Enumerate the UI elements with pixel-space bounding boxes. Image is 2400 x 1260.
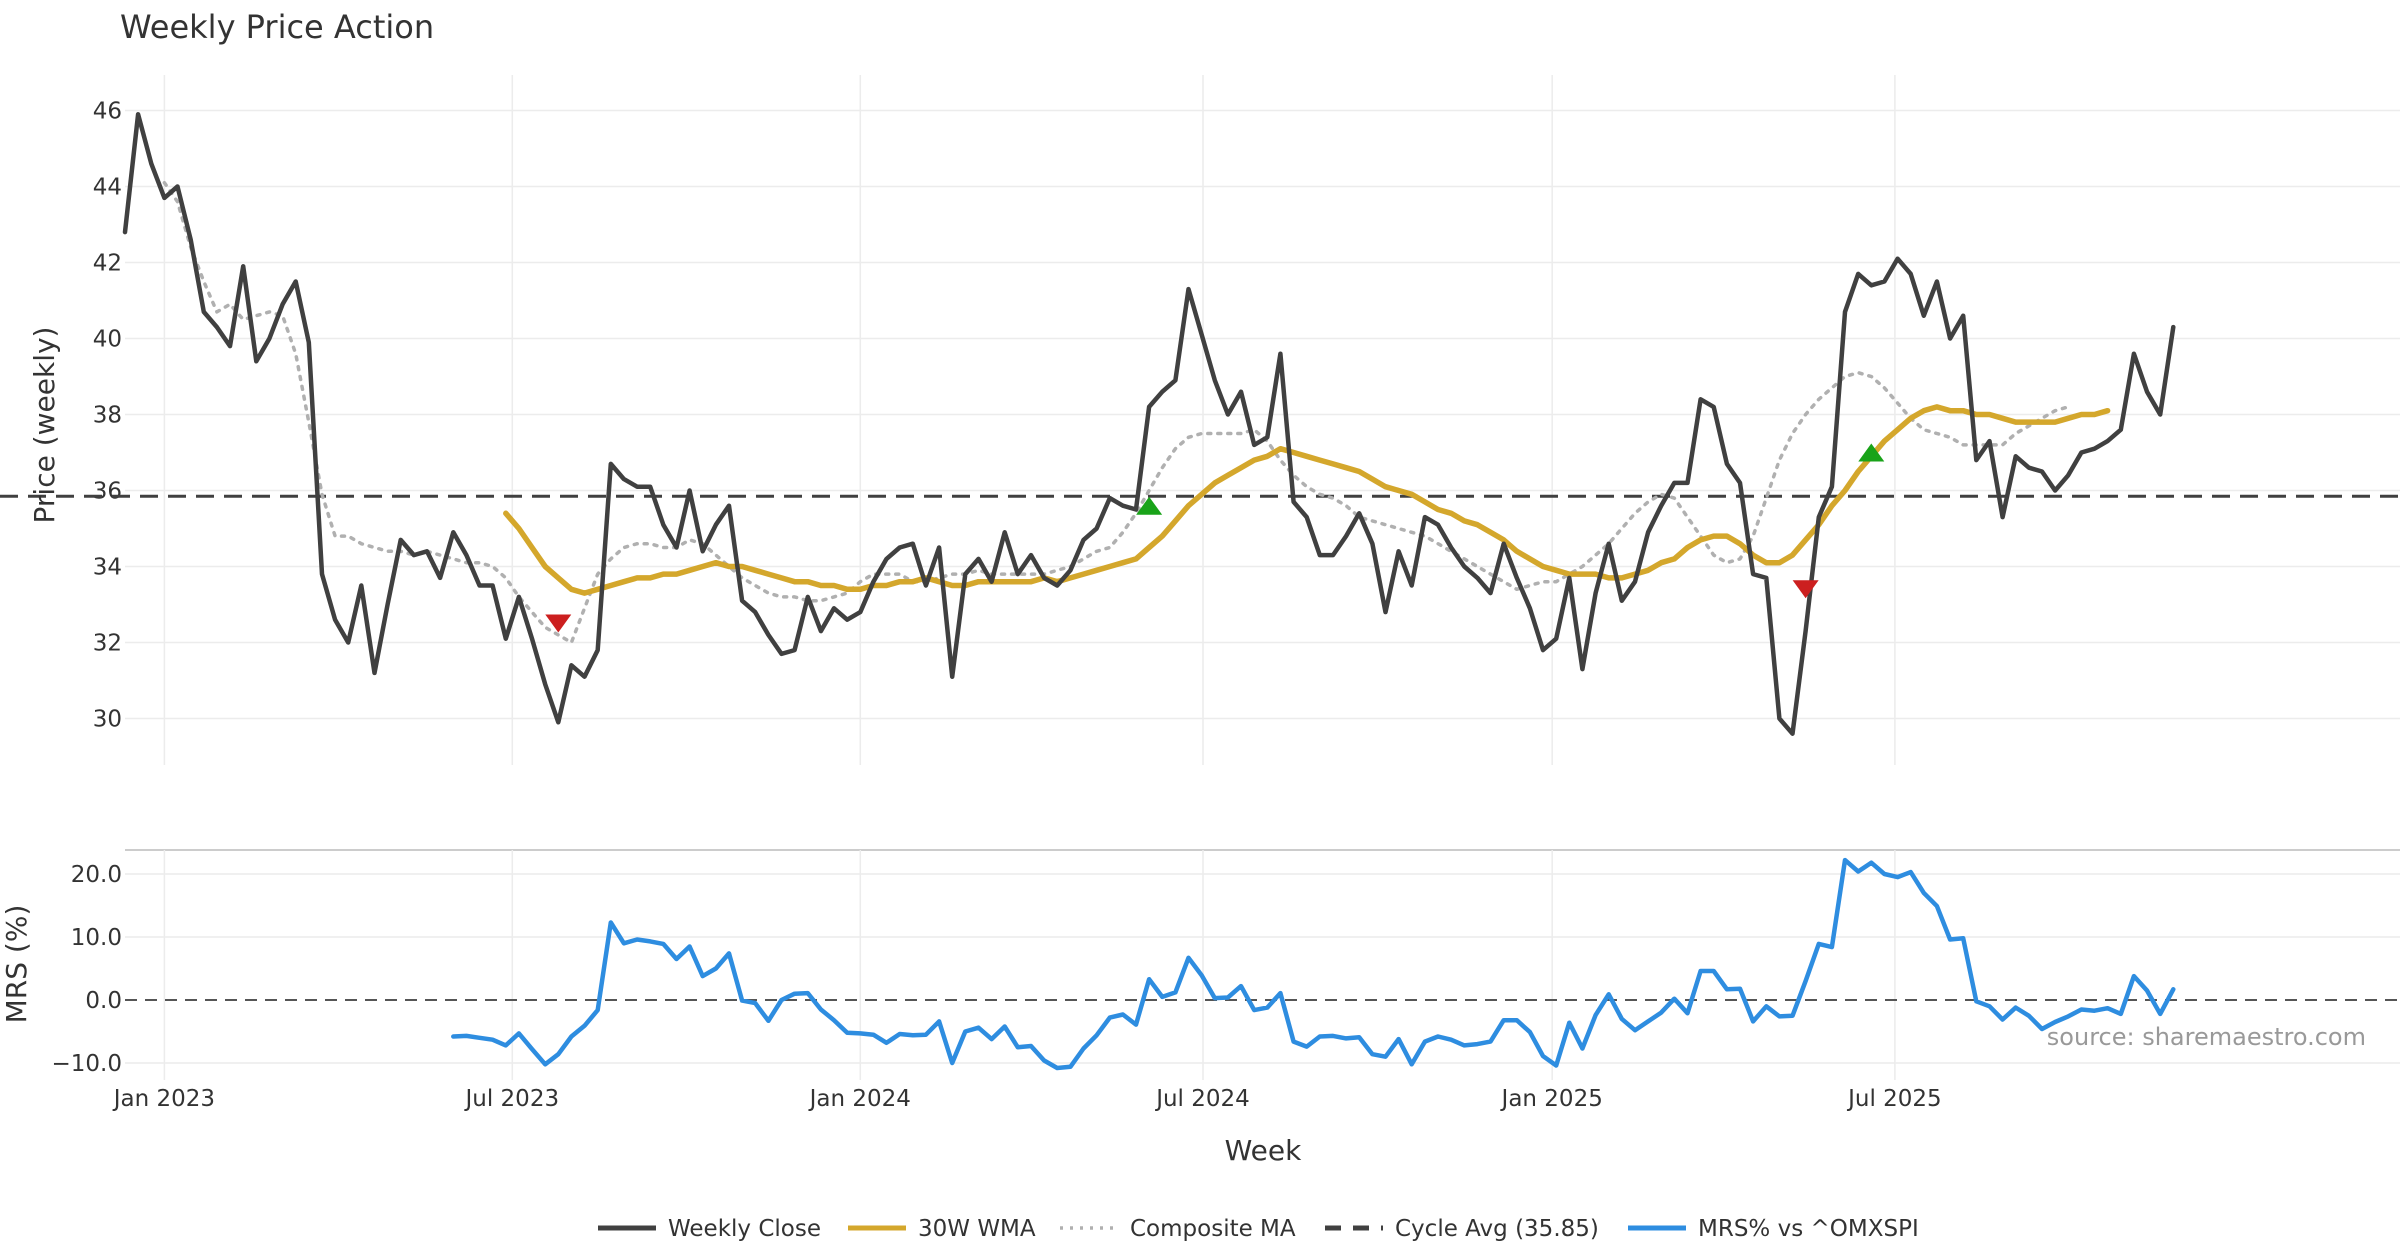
legend-item: Weekly Close (598, 1216, 821, 1242)
legend-item: Composite MA (1060, 1216, 1296, 1242)
legend-item: 30W WMA (848, 1216, 1036, 1242)
mrs-y-tick-label: 10.0 (71, 925, 122, 951)
price-y-tick-label: 30 (93, 707, 122, 733)
mrs-gridlines (125, 850, 2400, 1080)
legend-label: Cycle Avg (35.85) (1395, 1216, 1599, 1242)
mrs-y-axis-label: MRS (%) (0, 905, 33, 1024)
buy-signal-marker (1136, 496, 1163, 515)
x-tick-label: Jan 2025 (1500, 1086, 1603, 1112)
x-tick-label: Jul 2025 (1846, 1086, 1942, 1112)
price-y-tick-label: 36 (93, 479, 122, 505)
mrs-line (451, 857, 2176, 1071)
x-axis-label: Week (1225, 1134, 1302, 1167)
x-ticks: Jan 2023 Jul 2023 Jan 2024 Jul 2024 Jan 2025… (112, 1086, 1942, 1112)
price-y-tick-label: 42 (93, 251, 122, 277)
price-y-tick-label: 38 (93, 403, 122, 429)
price-gridlines (125, 75, 2400, 765)
x-tick-label: Jul 2024 (1154, 1086, 1250, 1112)
mrs-y-tick-label: 0.0 (85, 988, 122, 1014)
sell-signal-marker (545, 614, 572, 633)
price-y-ticks: 30 32 34 36 38 40 42 44 46 (93, 99, 122, 733)
price-y-tick-label: 44 (93, 175, 122, 201)
price-y-tick-label: 34 (93, 555, 122, 581)
price-y-tick-label: 32 (93, 631, 122, 657)
x-tick-label: Jan 2024 (808, 1086, 911, 1112)
mrs-y-ticks: 20.0 10.0 0.0 −10.0 (52, 862, 122, 1077)
buy-signal-marker (1858, 443, 1885, 462)
legend-label: Weekly Close (668, 1216, 821, 1242)
price-y-tick-label: 46 (93, 99, 122, 125)
legend-label: MRS% vs ^OMXSPI (1698, 1216, 1919, 1242)
legend-label: Composite MA (1130, 1216, 1296, 1242)
mrs-y-tick-label: −10.0 (52, 1051, 122, 1077)
source-watermark: source: sharemaestro.com (2047, 1023, 2366, 1051)
mrs-panel: 20.0 10.0 0.0 −10.0 MRS (%) source: sharema… (0, 849, 2400, 1080)
mrs-y-tick-label: 20.0 (71, 862, 122, 888)
sell-signal-marker (1792, 580, 1819, 599)
price-y-tick-label: 40 (93, 327, 122, 353)
legend-item: MRS% vs ^OMXSPI (1628, 1216, 1919, 1242)
30w-wma-line (503, 404, 2111, 596)
price-panel: 30 32 34 36 38 40 42 44 46 Price (weekly) (0, 75, 2400, 765)
chart-title: Weekly Price Action (120, 8, 434, 46)
x-tick-label: Jan 2023 (112, 1086, 215, 1112)
weekly-close-line (122, 112, 2176, 736)
x-tick-label: Jul 2023 (463, 1086, 559, 1112)
mrs-series (451, 857, 2176, 1071)
legend: Weekly Close 30W WMA Composite MA Cycle Avg… (598, 1216, 1919, 1242)
price-y-axis-label: Price (weekly) (28, 327, 61, 524)
price-series (122, 112, 2176, 736)
composite-ma-line (162, 180, 2070, 645)
legend-item: Cycle Avg (35.85) (1325, 1216, 1599, 1242)
legend-label: 30W WMA (918, 1216, 1036, 1242)
signal-markers (545, 443, 1885, 633)
